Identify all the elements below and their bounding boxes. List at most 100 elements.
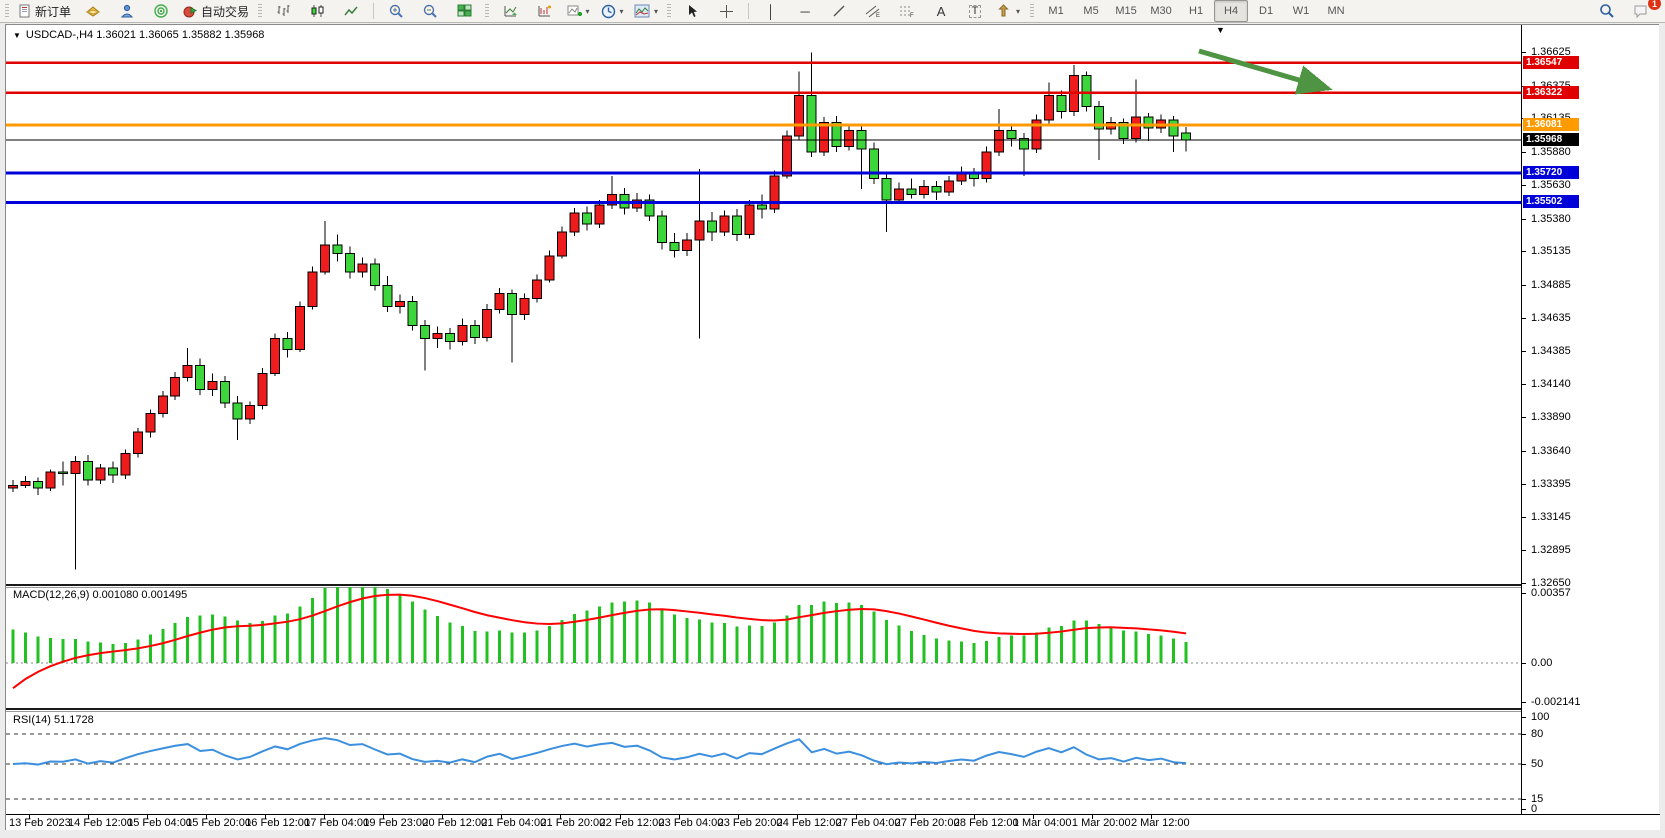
timeframe-button-M1[interactable]: M1	[1048, 5, 1064, 17]
vertical-line-tool[interactable]: │	[755, 0, 787, 22]
price-tick	[1522, 351, 1526, 353]
auto-trading-label: 自动交易	[201, 4, 250, 19]
timeframe-button-M5[interactable]: M5	[1083, 5, 1099, 17]
time-axis-label: 2 Mar 12:00	[1130, 817, 1190, 829]
auto-trading-button[interactable]: 自动交易	[179, 0, 253, 22]
text-tool[interactable]: A	[925, 0, 957, 22]
time-axis-label: 23 Feb 04:00	[658, 817, 724, 829]
timeframe-button-H4[interactable]: H4	[1214, 0, 1249, 22]
price-chart-canvas[interactable]	[6, 25, 1521, 814]
crosshair-button[interactable]	[710, 0, 742, 22]
auto-trading-icon	[183, 6, 198, 18]
equidistant-channel-tool[interactable]: E	[857, 0, 889, 22]
toolbar-grip[interactable]	[1030, 4, 1035, 18]
timeframe-button-W1[interactable]: W1	[1292, 5, 1310, 17]
add-indicator-button[interactable]: ▾	[562, 0, 594, 22]
time-axis-label: 14 Feb 12:00	[68, 817, 133, 829]
bar-chart-icon	[277, 5, 290, 16]
toolbar-grip[interactable]	[667, 4, 672, 18]
macd-indicator-label: MACD(12,26,9) 0.001080 0.001495	[13, 589, 188, 601]
timeframe-button-M30[interactable]: M30	[1150, 5, 1172, 17]
text-label-tool[interactable]: T	[959, 0, 991, 22]
panel-splitter[interactable]	[6, 711, 1521, 712]
signals-button[interactable]	[145, 0, 177, 22]
toolbar-grip[interactable]	[485, 4, 490, 18]
price-tick	[1522, 384, 1526, 386]
arrows-tool[interactable]: ▾	[993, 0, 1025, 22]
line-chart-button[interactable]	[335, 0, 367, 22]
time-axis-label: 15 Feb 04:00	[127, 817, 192, 829]
rsi-axis-label: 0	[1531, 803, 1538, 815]
bar-chart-button[interactable]	[267, 0, 299, 22]
price-tick	[1522, 151, 1526, 153]
accounts-button[interactable]	[111, 0, 143, 22]
time-axis-label: 21 Feb 20:00	[540, 817, 606, 829]
price-tick	[1522, 284, 1526, 286]
price-tick	[1522, 52, 1526, 54]
cursor-icon	[688, 5, 697, 17]
search-button[interactable]	[1591, 0, 1623, 22]
toolbar-grip[interactable]	[258, 4, 263, 18]
tile-windows-button[interactable]	[448, 0, 480, 22]
price-tick	[1522, 583, 1526, 584]
notifications-button[interactable]: 1	[1625, 0, 1661, 22]
price-tick	[1522, 185, 1526, 187]
fibonacci-tool[interactable]: F	[891, 0, 923, 22]
price-tick-label: 1.32650	[1531, 577, 1571, 589]
chart-menu-marker-icon[interactable]: ▼	[1216, 25, 1225, 35]
chart-expander-icon[interactable]: ▼	[13, 30, 21, 40]
zoom-in-button[interactable]	[380, 0, 412, 22]
time-axis-label: 16 Feb 12:00	[245, 817, 311, 829]
timeframe-button-M15[interactable]: M15	[1115, 5, 1137, 17]
svg-text:E: E	[876, 13, 880, 18]
panel-splitter[interactable]	[6, 584, 1521, 586]
price-tick-label: 1.34885	[1531, 278, 1571, 291]
macd-axis-label: -0.002141	[1531, 696, 1581, 708]
hline-objects-layer[interactable]	[6, 61, 1521, 204]
time-axis[interactable]: 13 Feb 2023 14 Feb 12:00 15 Feb 04:00 15 Fe…	[6, 814, 1660, 830]
time-axis-label: 19 Feb 23:00	[363, 817, 429, 829]
cursor-button[interactable]	[676, 0, 708, 22]
time-axis-label: 28 Feb 12:00	[953, 817, 1019, 829]
dropdown-arrow-icon: ▾	[619, 6, 624, 16]
timeframe-button-MN[interactable]: MN	[1327, 5, 1345, 17]
timeframe-button-H1[interactable]: H1	[1189, 5, 1204, 17]
new-order-icon	[19, 4, 30, 18]
time-axis-label: 20 Feb 12:00	[422, 817, 488, 829]
bid-price-badge: 1.35968	[1523, 133, 1579, 147]
templates-button[interactable]: ▾	[630, 0, 662, 22]
horizontal-line-tool[interactable]: ─	[789, 0, 821, 22]
panel-splitter[interactable]	[6, 587, 1521, 588]
price-tick	[1522, 251, 1526, 253]
periods-button[interactable]: ▾	[596, 0, 628, 22]
rsi-axis-label: 50	[1531, 758, 1544, 770]
crosshair-icon	[719, 4, 733, 18]
price-tick	[1522, 550, 1526, 552]
history-center-button[interactable]	[77, 0, 109, 22]
price-line-badge: 1.36081	[1523, 117, 1579, 131]
price-tick-label: 1.35380	[1531, 212, 1571, 225]
timeframe-button-D1[interactable]: D1	[1259, 5, 1274, 17]
toolbar-grip[interactable]	[5, 4, 9, 18]
price-tick-label: 1.35135	[1531, 245, 1571, 258]
panel-splitter[interactable]	[6, 708, 1521, 710]
indicators-button[interactable]	[494, 0, 526, 22]
candlestick-chart-button[interactable]	[301, 0, 333, 22]
new-order-button[interactable]: 新订单	[14, 0, 75, 22]
zoom-out-icon	[423, 4, 437, 18]
indicator-list-button[interactable]	[528, 0, 560, 22]
clock-icon	[601, 4, 615, 18]
trend-arrow-object[interactable]	[1198, 48, 1333, 95]
price-tick	[1522, 318, 1526, 319]
price-tick	[1522, 450, 1526, 452]
channel-icon: E	[865, 5, 880, 18]
price-axis[interactable]: 1.366251.363751.361351.358801.356301.353…	[1521, 25, 1659, 815]
zoom-out-button[interactable]	[414, 0, 446, 22]
price-tick-label: 1.33640	[1531, 444, 1571, 457]
notification-badge: 1	[1648, 0, 1661, 10]
zoom-in-icon	[389, 4, 403, 18]
rsi-indicator-label: RSI(14) 51.1728	[13, 714, 94, 726]
price-tick	[1522, 516, 1526, 518]
add-indicator-icon	[567, 5, 582, 16]
trendline-tool[interactable]	[823, 0, 855, 22]
